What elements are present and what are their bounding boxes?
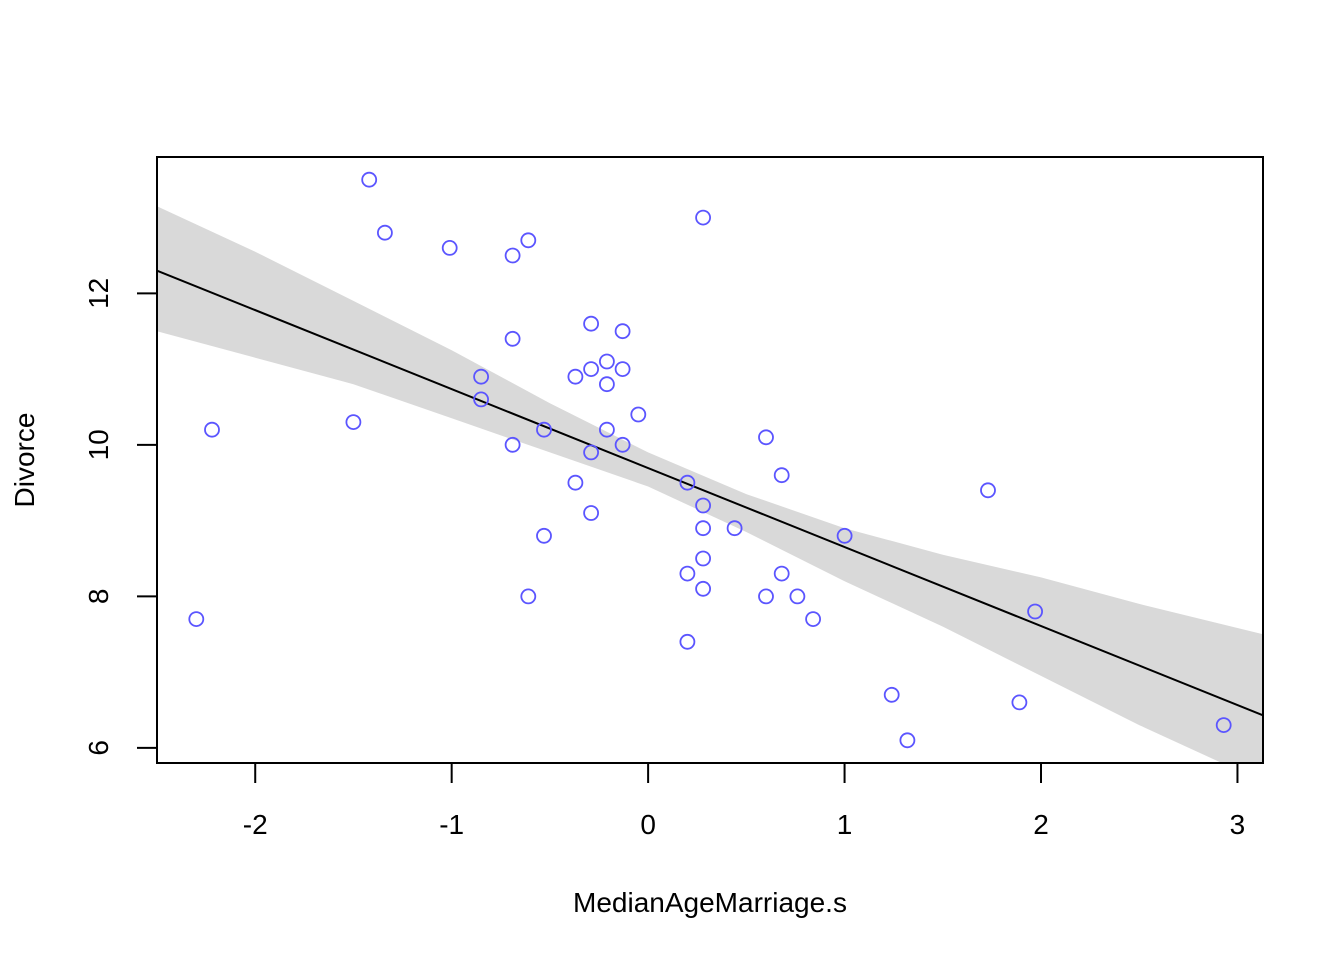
- data-point: [520, 588, 537, 605]
- data-point: [805, 611, 821, 627]
- data-point: [504, 330, 521, 347]
- regression-line: [157, 269, 1263, 717]
- data-point: [836, 527, 853, 544]
- data-point: [583, 315, 599, 332]
- data-point: [536, 421, 552, 438]
- y-axis: 6 8 10 12: [83, 278, 157, 756]
- data-point: [473, 368, 490, 385]
- x-axis-title: MedianAgeMarriage.s: [573, 887, 847, 918]
- regression-line-layer: [157, 269, 1263, 717]
- data-point: [567, 368, 584, 385]
- data-point: [376, 224, 393, 241]
- data-point: [695, 209, 711, 226]
- data-point: [583, 361, 599, 378]
- data-point: [583, 444, 599, 461]
- x-tick-label: 3: [1230, 809, 1246, 840]
- data-point: [773, 565, 790, 582]
- y-tick-label: 12: [83, 278, 114, 309]
- data-point: [679, 474, 696, 491]
- data-point: [567, 474, 584, 491]
- x-axis: -2 -1 0 1 2 3: [243, 763, 1245, 840]
- x-tick-label: 0: [640, 809, 656, 840]
- data-point: [614, 323, 631, 340]
- data-point: [695, 580, 711, 597]
- data-point: [599, 376, 615, 393]
- x-tick-label: -2: [243, 809, 268, 840]
- data-point: [504, 436, 521, 453]
- data-point: [204, 421, 220, 438]
- data-point: [773, 467, 790, 484]
- data-point: [520, 232, 537, 249]
- x-tick-label: 2: [1033, 809, 1049, 840]
- plot-frame: [156, 156, 1264, 764]
- y-tick-label: 10: [83, 429, 114, 460]
- x-tick-label: -1: [439, 809, 464, 840]
- data-point: [695, 520, 711, 537]
- data-point: [473, 391, 490, 408]
- data-point: [899, 732, 916, 749]
- data-point: [345, 414, 362, 431]
- data-point: [758, 588, 774, 605]
- data-point: [599, 353, 615, 370]
- data-point: [504, 247, 521, 264]
- data-point: [1027, 603, 1043, 620]
- y-axis-title: Divorce: [9, 413, 40, 508]
- data-point: [188, 611, 205, 627]
- data-point: [599, 421, 615, 438]
- y-tick-label: 6: [83, 740, 114, 756]
- data-point: [1215, 717, 1232, 733]
- confidence-band-area: [157, 206, 1263, 763]
- confidence-band: [157, 206, 1263, 763]
- data-point: [614, 436, 631, 453]
- x-tick-label: 1: [837, 809, 853, 840]
- data-point: [726, 520, 743, 537]
- data-point: [441, 239, 458, 256]
- data-point: [789, 588, 806, 605]
- data-point: [883, 686, 900, 703]
- data-point: [695, 550, 711, 567]
- data-point: [361, 171, 378, 188]
- data-point: [630, 406, 647, 423]
- data-point: [695, 497, 711, 514]
- data-point: [679, 633, 696, 650]
- data-point: [1011, 694, 1028, 711]
- data-point: [583, 505, 599, 521]
- data-point: [614, 361, 631, 378]
- data-point: [980, 482, 996, 499]
- scatter-points: [188, 171, 1232, 749]
- data-point: [536, 527, 552, 544]
- y-tick-label: 8: [83, 589, 114, 605]
- data-point: [679, 565, 696, 582]
- data-point: [758, 429, 774, 446]
